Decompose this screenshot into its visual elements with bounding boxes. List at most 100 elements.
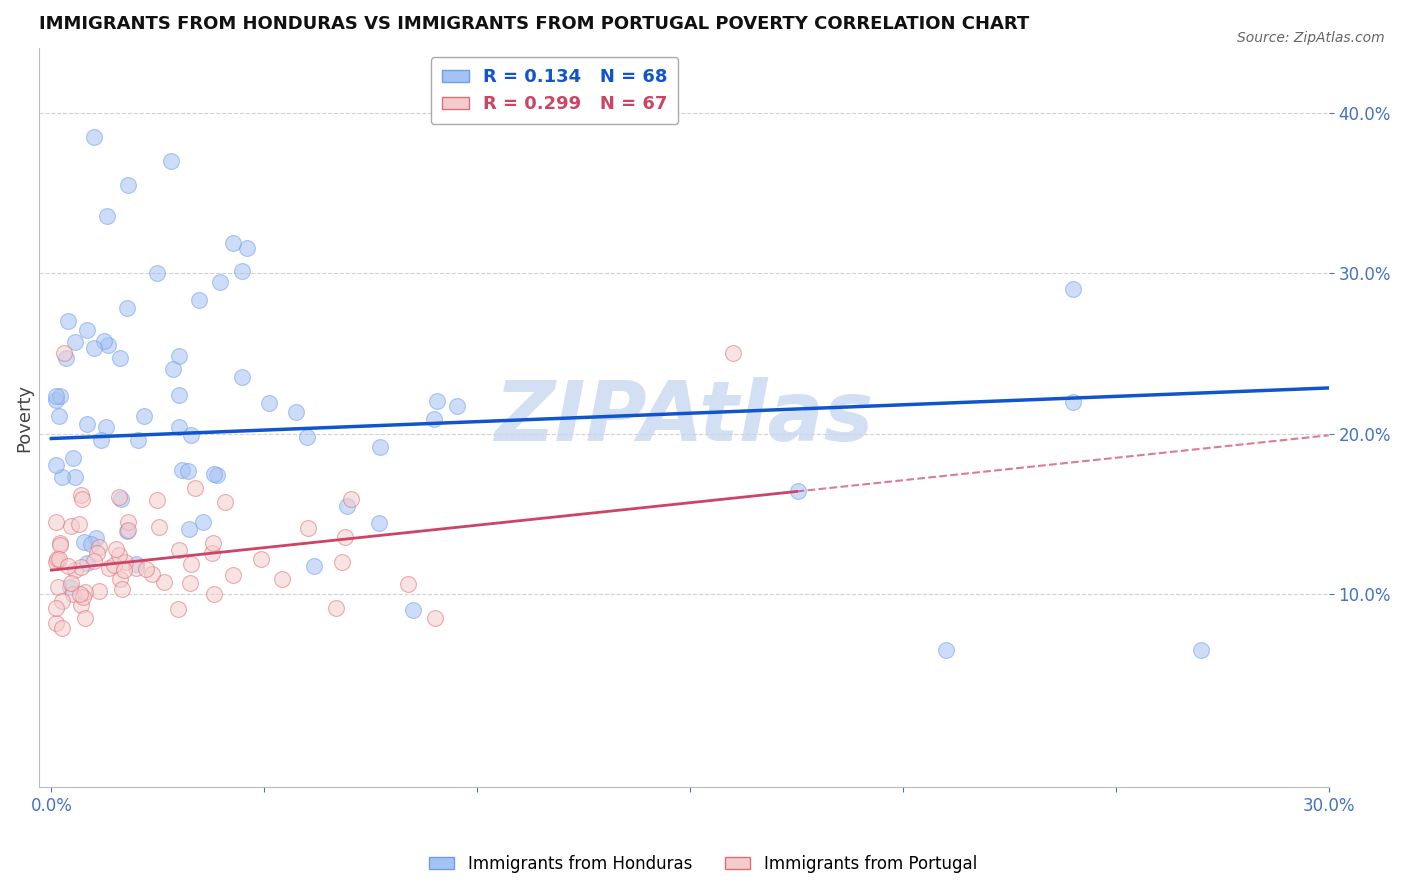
Point xyxy=(70,491,93,506)
Point xyxy=(202,586,225,600)
Point xyxy=(115,301,138,316)
Point xyxy=(333,530,356,544)
Point xyxy=(45,601,67,615)
Point xyxy=(45,555,67,569)
Point xyxy=(330,555,353,569)
Point xyxy=(48,552,70,566)
Point xyxy=(58,314,80,328)
Point xyxy=(62,587,84,601)
Point xyxy=(65,470,87,484)
Point xyxy=(48,409,70,423)
Point xyxy=(177,464,200,478)
Point xyxy=(146,492,169,507)
Point xyxy=(51,470,73,484)
Point xyxy=(184,481,207,495)
Point xyxy=(110,572,132,586)
Point xyxy=(76,556,98,570)
Point xyxy=(295,430,318,444)
Point xyxy=(117,515,139,529)
Point xyxy=(49,389,72,403)
Point xyxy=(222,567,245,582)
Point xyxy=(76,417,98,431)
Point xyxy=(83,129,105,144)
Point xyxy=(325,601,347,615)
Point xyxy=(259,396,281,410)
Point xyxy=(60,575,83,590)
Point xyxy=(49,536,72,550)
Y-axis label: Poverty: Poverty xyxy=(15,384,32,451)
Point xyxy=(51,594,73,608)
Point xyxy=(93,334,115,348)
Point xyxy=(45,615,67,630)
Point xyxy=(111,582,134,597)
Point xyxy=(75,585,97,599)
Point xyxy=(90,433,112,447)
Point xyxy=(426,394,449,409)
Point xyxy=(132,409,155,424)
Point xyxy=(141,567,163,582)
Point xyxy=(167,602,190,616)
Point xyxy=(56,559,79,574)
Point xyxy=(167,420,190,434)
Text: Source: ZipAtlas.com: Source: ZipAtlas.com xyxy=(1237,31,1385,45)
Point xyxy=(179,576,201,591)
Point xyxy=(115,524,138,538)
Text: ZIPAtlas: ZIPAtlas xyxy=(494,377,873,458)
Point xyxy=(284,405,307,419)
Point xyxy=(336,499,359,513)
Point xyxy=(167,388,190,402)
Point xyxy=(188,293,211,307)
Point xyxy=(87,584,110,599)
Point xyxy=(250,552,273,566)
Point xyxy=(231,263,253,277)
Point xyxy=(51,621,73,635)
Point xyxy=(117,523,139,537)
Point xyxy=(231,370,253,384)
Point xyxy=(145,266,167,280)
Point xyxy=(402,603,425,617)
Point xyxy=(83,554,105,568)
Point xyxy=(110,491,132,506)
Point xyxy=(63,335,86,350)
Point xyxy=(1062,394,1084,409)
Point xyxy=(45,389,67,403)
Point xyxy=(46,580,69,594)
Point xyxy=(180,427,202,442)
Point xyxy=(1189,643,1212,657)
Point xyxy=(45,516,67,530)
Point xyxy=(46,551,69,566)
Point xyxy=(73,610,96,624)
Point xyxy=(72,591,94,605)
Point xyxy=(1062,282,1084,296)
Point xyxy=(201,536,224,550)
Point xyxy=(67,516,90,531)
Point xyxy=(48,538,70,552)
Legend: Immigrants from Honduras, Immigrants from Portugal: Immigrants from Honduras, Immigrants fro… xyxy=(423,848,983,880)
Point xyxy=(103,558,125,572)
Point xyxy=(396,577,419,591)
Point xyxy=(721,346,744,360)
Point xyxy=(63,562,86,576)
Point xyxy=(96,210,118,224)
Point xyxy=(214,495,236,509)
Point xyxy=(70,560,93,574)
Point xyxy=(162,362,184,376)
Point xyxy=(45,393,67,408)
Point xyxy=(70,488,93,502)
Legend: R = 0.134   N = 68, R = 0.299   N = 67: R = 0.134 N = 68, R = 0.299 N = 67 xyxy=(430,57,679,124)
Point xyxy=(69,587,91,601)
Point xyxy=(207,468,229,483)
Point xyxy=(222,235,245,250)
Point xyxy=(80,537,103,551)
Point xyxy=(96,419,118,434)
Point xyxy=(86,546,108,560)
Point xyxy=(117,178,139,192)
Point xyxy=(935,643,957,657)
Text: IMMIGRANTS FROM HONDURAS VS IMMIGRANTS FROM PORTUGAL POVERTY CORRELATION CHART: IMMIGRANTS FROM HONDURAS VS IMMIGRANTS F… xyxy=(38,15,1029,33)
Point xyxy=(236,241,259,255)
Point xyxy=(62,450,84,465)
Point xyxy=(87,541,110,555)
Point xyxy=(127,434,149,448)
Point xyxy=(97,338,120,352)
Point xyxy=(135,562,157,576)
